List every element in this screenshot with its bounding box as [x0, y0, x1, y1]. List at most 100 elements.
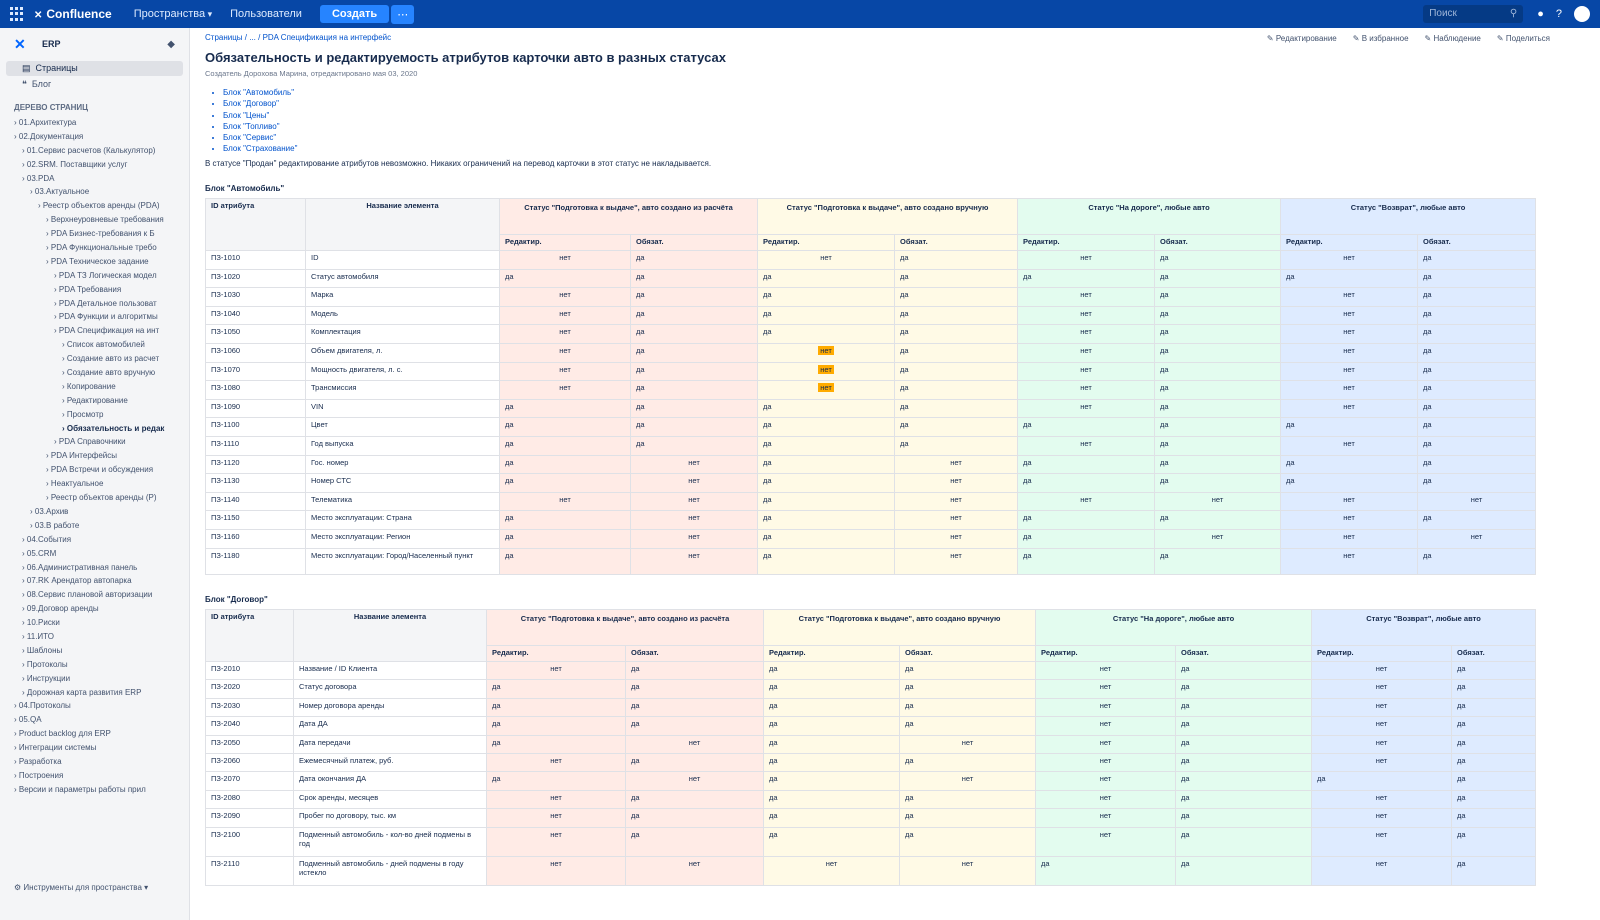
- app-switcher-icon[interactable]: [10, 7, 24, 21]
- sidebar-tree-item[interactable]: › Создание авто вручную: [0, 366, 189, 380]
- block-link[interactable]: Блок "Автомобиль": [223, 87, 297, 98]
- sidebar-tree-item[interactable]: › 04.События: [0, 533, 189, 547]
- sidebar-tree-item[interactable]: › PDA Функции и алгоритмы: [0, 310, 189, 324]
- chevron-right-icon[interactable]: ›: [22, 631, 27, 641]
- sidebar-tree-item[interactable]: › Версии и параметры работы прил: [0, 783, 189, 797]
- sidebar-tree-item[interactable]: › 08.Сервис плановой авторизации: [0, 588, 189, 602]
- sidebar-tree-item[interactable]: › PDA Интерфейсы: [0, 449, 189, 463]
- sidebar-tree-item[interactable]: › 02.SRM. Поставщики услуг: [0, 158, 189, 172]
- sidebar-tree-item[interactable]: › Реестр объектов аренды (P): [0, 491, 189, 505]
- sidebar-tree-item[interactable]: › 02.Документация: [0, 130, 189, 144]
- sidebar-link-blog[interactable]: ❝ Блог: [22, 79, 52, 89]
- chevron-right-icon[interactable]: ›: [62, 354, 67, 364]
- sidebar-tree-item[interactable]: › 10.Риски: [0, 616, 189, 630]
- chevron-right-icon[interactable]: ›: [22, 673, 27, 683]
- sidebar-tree-item[interactable]: › 05.CRM: [0, 547, 189, 561]
- chevron-right-icon[interactable]: ›: [30, 187, 35, 197]
- sidebar-tree-item[interactable]: › Интеграции системы: [0, 741, 189, 755]
- sidebar-tree-item[interactable]: › Редактирование: [0, 394, 189, 408]
- sidebar-tree-item[interactable]: › Построения: [0, 769, 189, 783]
- sidebar-link-pages[interactable]: ▤ Страницы: [6, 61, 183, 76]
- chevron-right-icon[interactable]: ›: [46, 256, 51, 266]
- chevron-right-icon[interactable]: ›: [54, 326, 59, 336]
- chevron-right-icon[interactable]: ›: [14, 715, 19, 725]
- help-icon[interactable]: ?: [1555, 8, 1562, 20]
- sidebar-tree-item[interactable]: › Неактуальное: [0, 477, 189, 491]
- space-tools-link[interactable]: ⚙ Инструменты для пространства ▾: [14, 883, 149, 892]
- chevron-right-icon[interactable]: ›: [22, 590, 27, 600]
- chevron-right-icon[interactable]: ›: [46, 465, 51, 475]
- chevron-right-icon[interactable]: ›: [14, 770, 19, 780]
- chevron-right-icon[interactable]: ›: [14, 118, 19, 127]
- sidebar-tree-item[interactable]: › Копирование: [0, 380, 189, 394]
- chevron-right-icon[interactable]: ›: [46, 243, 51, 253]
- chevron-right-icon[interactable]: ›: [22, 618, 27, 628]
- sidebar-tree-item[interactable]: › Обязательность и редак: [0, 422, 189, 436]
- chevron-right-icon[interactable]: ›: [54, 312, 59, 322]
- chevron-right-icon[interactable]: ›: [22, 604, 27, 614]
- collapse-sidebar-icon[interactable]: ◆: [167, 38, 175, 50]
- sidebar-tree-item[interactable]: › 01.Сервис расчетов (Калькулятор): [0, 144, 189, 158]
- notifications-icon[interactable]: ●: [1537, 8, 1544, 20]
- block-link[interactable]: Блок "Сервис": [223, 132, 297, 143]
- chevron-right-icon[interactable]: ›: [30, 520, 35, 530]
- chevron-right-icon[interactable]: ›: [62, 340, 67, 350]
- sidebar-tree-item[interactable]: › 03.Актуальное: [0, 185, 189, 199]
- chevron-right-icon[interactable]: ›: [22, 645, 27, 655]
- chevron-right-icon[interactable]: ›: [22, 548, 27, 558]
- edit-button[interactable]: Редактирование: [1267, 34, 1337, 43]
- chevron-right-icon[interactable]: ›: [46, 479, 51, 489]
- sidebar-tree-item[interactable]: › PDA Функциональные требо: [0, 241, 189, 255]
- chevron-right-icon[interactable]: ›: [22, 534, 27, 544]
- nav-people[interactable]: Пользователи: [230, 8, 302, 20]
- sidebar-tree-item[interactable]: › PDA Встречи и обсуждения: [0, 463, 189, 477]
- sidebar-tree-item[interactable]: › Product backlog для ERP: [0, 727, 189, 741]
- space-name[interactable]: ERP: [42, 39, 61, 49]
- chevron-right-icon[interactable]: ›: [14, 729, 19, 739]
- chevron-right-icon[interactable]: ›: [46, 229, 51, 239]
- block-link[interactable]: Блок "Страхование": [223, 143, 297, 154]
- block-link[interactable]: Блок "Цены": [223, 110, 297, 121]
- create-button[interactable]: Создать: [319, 5, 390, 23]
- sidebar-tree-item[interactable]: › 11.ИТО: [0, 630, 189, 644]
- space-logo-icon[interactable]: ✕: [14, 36, 26, 52]
- chevron-right-icon[interactable]: ›: [22, 159, 27, 169]
- sidebar-tree-item[interactable]: › Разработка: [0, 755, 189, 769]
- chevron-right-icon[interactable]: ›: [30, 506, 35, 516]
- create-more-icon[interactable]: ⋯: [391, 4, 415, 24]
- chevron-right-icon[interactable]: ›: [14, 784, 19, 794]
- share-button[interactable]: Поделиться: [1497, 34, 1550, 43]
- watch-button[interactable]: Наблюдение: [1425, 34, 1480, 43]
- sidebar-tree-item[interactable]: › PDA Техническое задание: [0, 255, 189, 269]
- chevron-right-icon[interactable]: ›: [14, 701, 19, 711]
- sidebar-tree-item[interactable]: › Просмотр: [0, 408, 189, 422]
- chevron-right-icon[interactable]: ›: [22, 173, 27, 183]
- sidebar-tree-item[interactable]: › 03.Архив: [0, 505, 189, 519]
- chevron-right-icon[interactable]: ›: [62, 395, 67, 405]
- chevron-right-icon[interactable]: ›: [14, 131, 19, 141]
- chevron-right-icon[interactable]: ›: [14, 743, 19, 753]
- chevron-right-icon[interactable]: ›: [46, 451, 51, 461]
- sidebar-tree-item[interactable]: › Инструкции: [0, 672, 189, 686]
- chevron-right-icon[interactable]: ›: [62, 423, 67, 433]
- chevron-right-icon[interactable]: ›: [38, 201, 43, 211]
- confluence-logo[interactable]: Confluence: [34, 7, 111, 21]
- breadcrumb[interactable]: Страницы / ... / PDA Спецификация на инт…: [205, 33, 392, 42]
- sidebar-tree-item[interactable]: › 07.RK Арендатор автопарка: [0, 574, 189, 588]
- sidebar-tree-item[interactable]: › Список автомобилей: [0, 338, 189, 352]
- sidebar-tree-item[interactable]: › Верхнеуровневые требования: [0, 213, 189, 227]
- sidebar-tree-item[interactable]: › PDA Требования: [0, 283, 189, 297]
- chevron-right-icon[interactable]: ›: [14, 756, 19, 766]
- sidebar-tree-item[interactable]: › Протоколы: [0, 658, 189, 672]
- chevron-right-icon[interactable]: ›: [54, 284, 59, 294]
- sidebar-tree-item[interactable]: › Создание авто из расчет: [0, 352, 189, 366]
- chevron-right-icon[interactable]: ›: [22, 562, 27, 572]
- sidebar-tree-item[interactable]: › 04.Протоколы: [0, 699, 189, 713]
- sidebar-tree-item[interactable]: › PDA Спецификация на инт: [0, 324, 189, 338]
- block-link[interactable]: Блок "Топливо": [223, 121, 297, 132]
- nav-spaces[interactable]: Пространства: [134, 8, 212, 20]
- sidebar-tree-item[interactable]: › 05.QA: [0, 713, 189, 727]
- chevron-right-icon[interactable]: ›: [22, 576, 27, 586]
- chevron-right-icon[interactable]: ›: [46, 215, 51, 225]
- chevron-right-icon[interactable]: ›: [46, 493, 51, 503]
